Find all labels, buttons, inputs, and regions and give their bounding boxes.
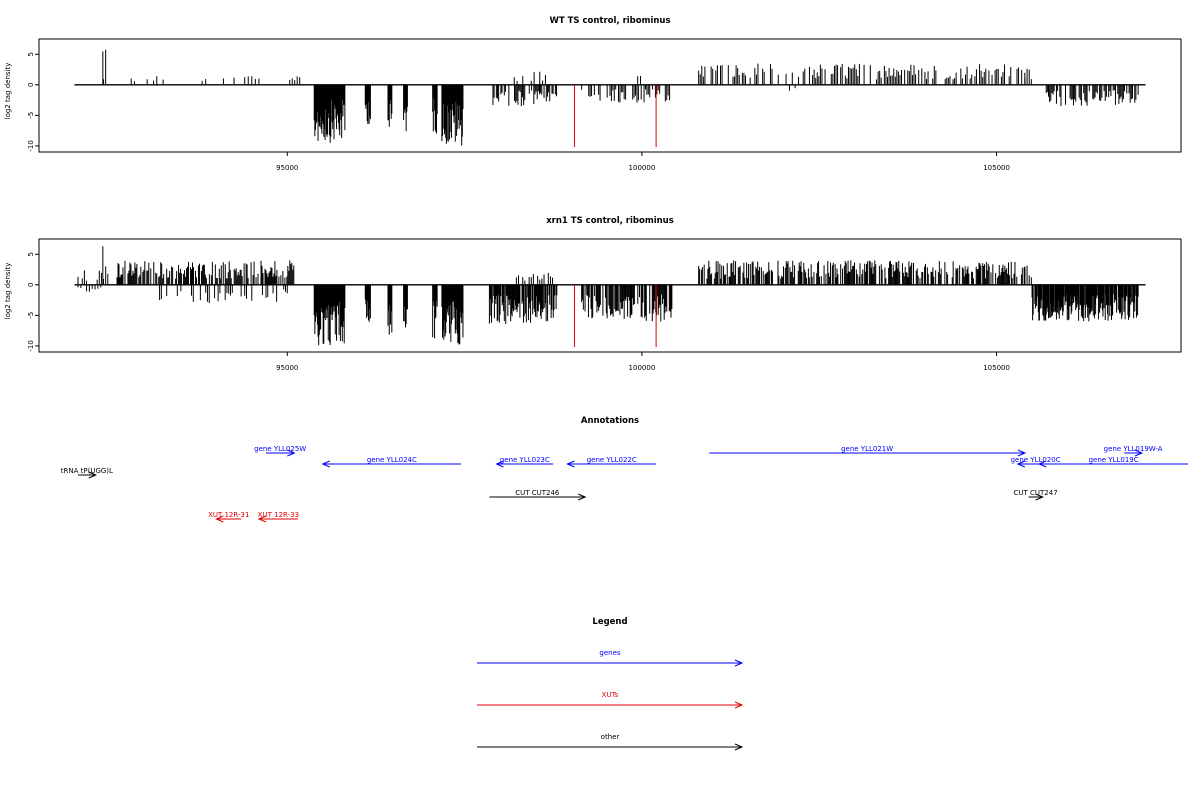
- tick-layer: 5 0 -5 -10 95000 100000 105000: [27, 252, 1010, 372]
- legend-title: Legend: [592, 617, 627, 627]
- feature-label: XUT 12R-31: [208, 511, 249, 519]
- feature: gene YLL019W-A: [1104, 445, 1163, 457]
- feature-label: gene YLL023C: [500, 456, 550, 464]
- feature: XUT 12R-31: [208, 511, 249, 523]
- feature: XUT 12R-33: [257, 511, 299, 523]
- y-axis-label: log2 tag density: [4, 63, 12, 120]
- y-tick-label: 5: [27, 52, 35, 56]
- y-axis-label: log2 tag density: [4, 263, 12, 320]
- y-tick-label: -5: [27, 312, 35, 319]
- bar-layer: [74, 49, 1146, 146]
- feature: CUT CUT247: [1014, 489, 1058, 501]
- plot-frame: [38, 238, 1182, 353]
- feature-label: gene YLL022C: [587, 456, 637, 464]
- x-tick-label: 105000: [983, 164, 1010, 172]
- arrow-head: [734, 701, 744, 709]
- legend-label: XUTs: [602, 691, 619, 699]
- panel-title: WT TS control, ribominus: [549, 16, 670, 26]
- x-tick-label: 95000: [276, 364, 298, 372]
- panel-title: xrn1 TS control, ribominus: [546, 216, 674, 226]
- feature: gene YLL022C: [566, 456, 657, 468]
- plot-frame: [38, 38, 1182, 153]
- y-tick-label: -5: [27, 112, 35, 119]
- annotations-panel: Annotations tRNA tP(UGG)L gene YLL025W gen…: [61, 416, 1189, 523]
- feature-label: gene YLL019W-A: [1104, 445, 1163, 453]
- xrn1-panel: xrn1 TS control, ribominus log2 tag dens…: [4, 216, 1182, 372]
- feature-label: gene YLL021W: [841, 445, 893, 453]
- arrow-head: [566, 460, 575, 468]
- feature: gene YLL020C: [1011, 456, 1061, 468]
- x-tick-label: 100000: [629, 164, 656, 172]
- legend-panel: Legend genes XUTs other: [477, 617, 744, 751]
- legend-items: genes XUTs other: [477, 649, 744, 751]
- feature-label: CUT CUT246: [515, 489, 560, 497]
- feature-label: gene YLL020C: [1011, 456, 1061, 464]
- feature-label: CUT CUT247: [1014, 489, 1058, 497]
- y-tick-label: -10: [27, 340, 35, 351]
- legend-item: XUTs: [477, 691, 744, 709]
- arrow-head: [215, 515, 224, 523]
- arrow-head: [1017, 449, 1027, 457]
- feature: gene YLL021W: [709, 445, 1027, 457]
- arrow-head: [577, 493, 587, 501]
- arrow-head: [734, 743, 744, 751]
- feature: gene YLL025W: [254, 445, 306, 457]
- y-tick-label: 0: [27, 83, 35, 87]
- arrow-head: [734, 659, 744, 667]
- arrow-head: [495, 460, 504, 468]
- annotations-title: Annotations: [581, 416, 639, 426]
- arrow-head: [88, 471, 98, 479]
- x-tick-label: 100000: [629, 364, 656, 372]
- bar-layer: [74, 246, 1146, 346]
- marker-layer: [574, 84, 657, 148]
- arrow-head: [257, 515, 267, 523]
- arrow-head: [1016, 460, 1026, 468]
- wt-panel: WT TS control, ribominus log2 tag densit…: [4, 16, 1182, 172]
- feature: gene YLL019C: [1037, 456, 1189, 468]
- y-tick-label: -10: [27, 140, 35, 151]
- arrow-head: [1035, 493, 1044, 501]
- feature-label: tRNA tP(UGG)L: [61, 467, 113, 475]
- legend-label: other: [601, 733, 620, 741]
- feature-label: XUT 12R-33: [258, 511, 299, 519]
- arrow-head: [287, 449, 296, 457]
- y-tick-label: 5: [27, 252, 35, 256]
- legend-label: genes: [599, 649, 620, 657]
- feature: gene YLL023C: [495, 456, 554, 468]
- feature: gene YLL024C: [321, 456, 462, 468]
- y-tick-label: 0: [27, 283, 35, 287]
- arrow-head: [1134, 449, 1144, 457]
- x-tick-label: 105000: [983, 364, 1010, 372]
- feature-label: gene YLL024C: [367, 456, 417, 464]
- arrow-head: [1037, 460, 1047, 468]
- feature: CUT CUT246: [489, 489, 587, 501]
- feature-label: gene YLL025W: [254, 445, 306, 453]
- x-tick-label: 95000: [276, 164, 298, 172]
- legend-item: genes: [477, 649, 744, 667]
- marker-layer: [574, 284, 657, 348]
- legend-item: other: [477, 733, 744, 751]
- feature-label: gene YLL019C: [1089, 456, 1139, 464]
- feature-layer: tRNA tP(UGG)L gene YLL025W gene YLL024C gen…: [61, 445, 1189, 523]
- arrow-head: [321, 460, 330, 468]
- feature: tRNA tP(UGG)L: [61, 467, 113, 479]
- tick-layer: 5 0 -5 -10 95000 100000 105000: [27, 52, 1010, 172]
